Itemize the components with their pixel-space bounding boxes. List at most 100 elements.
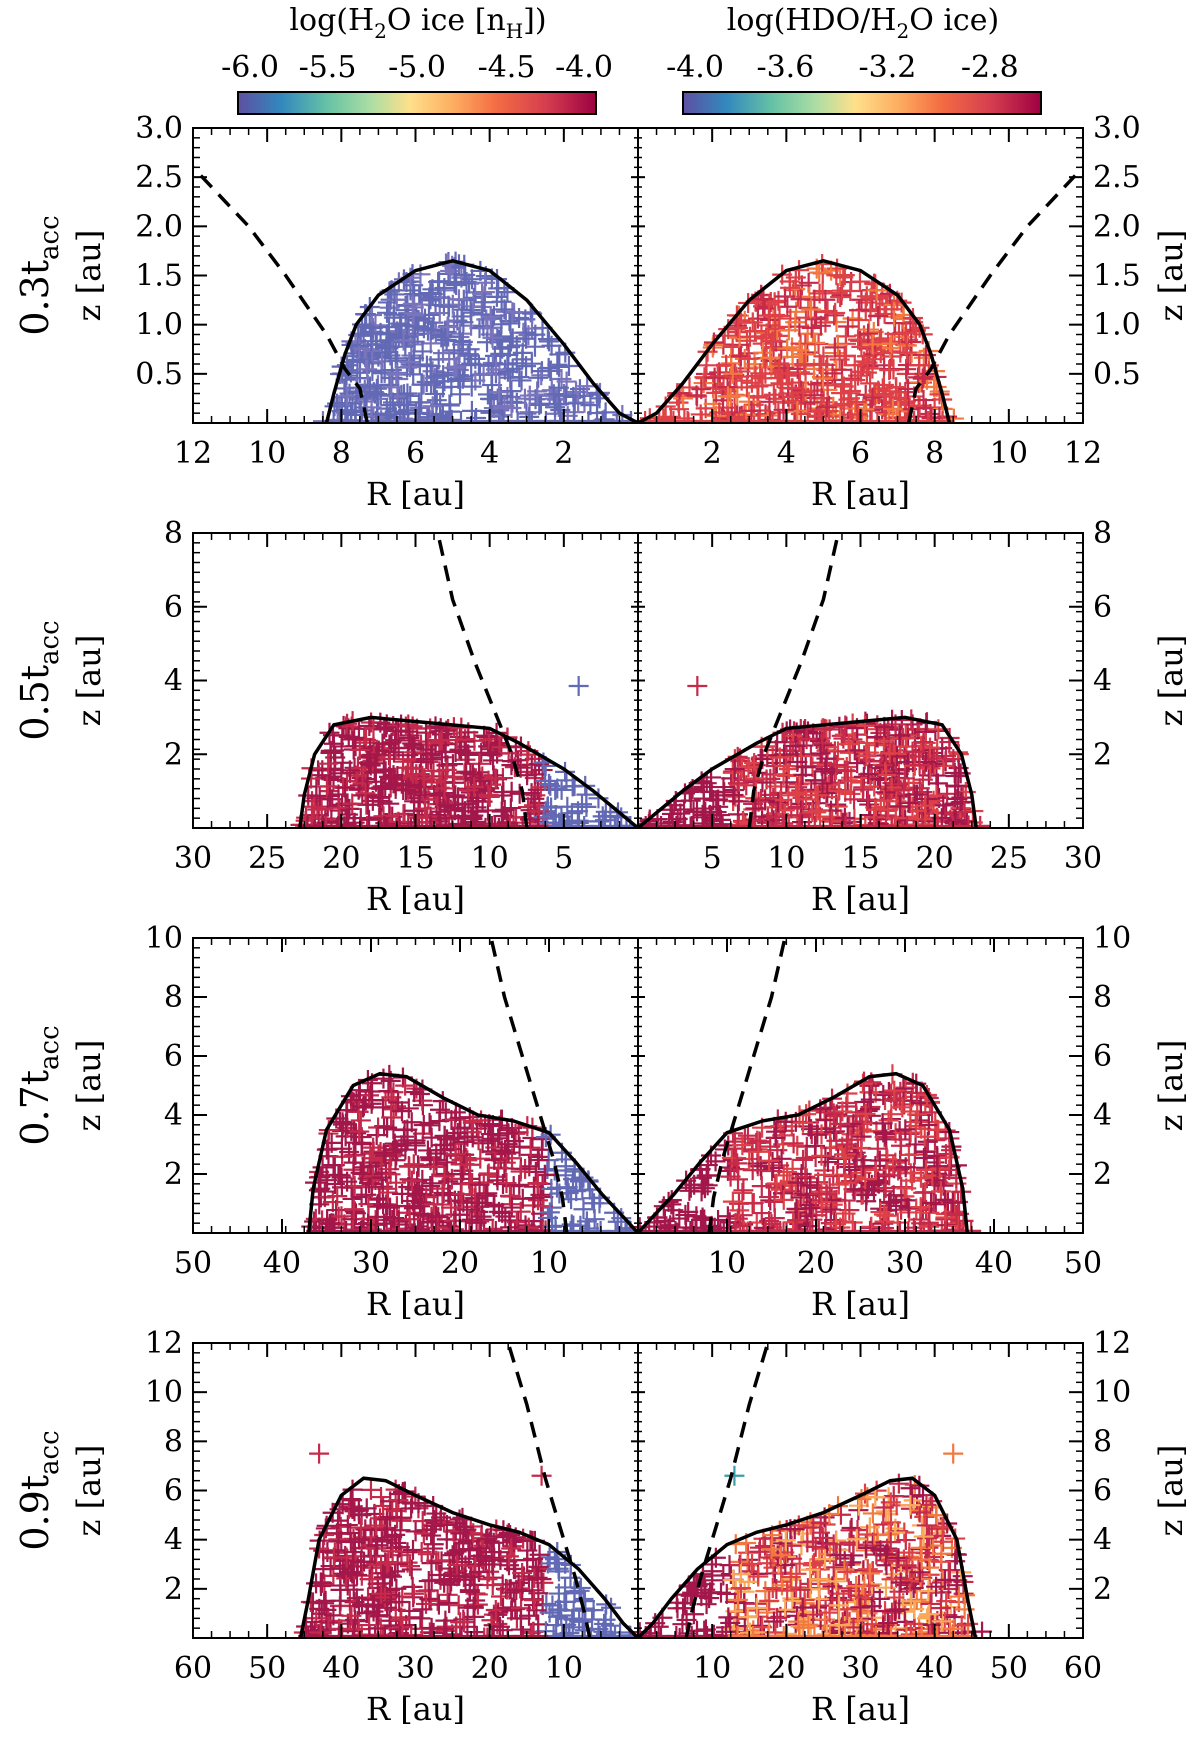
scatter-marker-left [377, 324, 398, 345]
scatter-marker-right [774, 744, 795, 765]
scatter-marker-left [458, 344, 479, 365]
scatter-marker-right [685, 1217, 706, 1233]
scatter-marker-right [827, 283, 848, 304]
scatter-marker-left [595, 402, 616, 423]
scatter-marker-right [846, 1146, 867, 1167]
scatter-marker-left [475, 272, 496, 293]
scatter-marker-right [854, 351, 875, 372]
scatter-marker-right [890, 796, 911, 817]
scatter-marker-right [783, 1133, 804, 1154]
x-tick-label: 20 [797, 1246, 835, 1281]
centrifugal-radius-right [906, 166, 1083, 423]
scatter-marker-left [448, 1565, 469, 1586]
scatter-marker-left [498, 1546, 519, 1567]
scatter-marker-left [511, 370, 532, 391]
scatter-marker-right [826, 1571, 847, 1592]
scatter-marker-left [427, 1590, 448, 1611]
x-tick-label: 5 [703, 841, 722, 876]
snow-line-right [636, 1071, 970, 1233]
scatter-marker-left [373, 1567, 394, 1588]
scatter-marker-right [895, 1119, 916, 1140]
scatter-marker-left [452, 1164, 473, 1185]
scatter-marker-left [391, 1135, 412, 1156]
x-tick-label: 40 [263, 1246, 301, 1281]
scatter-marker-left [449, 1540, 470, 1561]
scatter-marker-left [339, 760, 360, 781]
scatter-marker-right [812, 733, 833, 754]
scatter-marker-left [402, 733, 423, 754]
scatter-marker-left [514, 388, 535, 409]
scatter-marker-right [812, 368, 833, 389]
x-axis-label-left: R [au] [366, 475, 465, 513]
scatter-marker-left [425, 716, 446, 737]
scatter-marker-left [510, 1201, 531, 1222]
scatter-marker-left [357, 359, 378, 380]
scatter-marker-left [538, 357, 559, 378]
scatter-marker-right [931, 1543, 952, 1564]
scatter-marker-left [386, 1578, 407, 1599]
scatter-marker-right [808, 1569, 829, 1590]
scatter-marker-left [398, 757, 419, 778]
scatter-marker-right [910, 1197, 931, 1218]
scatter-marker-left [446, 356, 467, 377]
scatter-marker-right [721, 1147, 742, 1168]
scatter-marker-left [390, 1520, 411, 1541]
scatter-marker-left [421, 1553, 442, 1574]
scatter-marker-left [494, 299, 515, 320]
scatter-marker-left [499, 1185, 520, 1206]
scatter-marker-right [824, 337, 845, 358]
scatter-marker-left [490, 343, 511, 364]
scatter-marker-left [607, 1211, 628, 1232]
scatter-marker-right [745, 798, 766, 819]
scatter-marker-left [423, 1534, 444, 1555]
scatter-marker-left [371, 778, 392, 799]
scatter-marker-right [840, 783, 861, 804]
scatter-marker-left [328, 797, 349, 818]
scatter-marker-right [886, 1550, 907, 1571]
scatter-marker-right [778, 320, 799, 341]
colorbar-h2o-tick-labels: -6.0 -5.5 -5.0 -4.5 -4.0 [221, 50, 613, 85]
scatter-marker-right [942, 1192, 963, 1213]
scatter-marker-right [862, 387, 883, 408]
snow-line-right [636, 715, 978, 828]
scatter-marker-left [314, 1181, 335, 1202]
colorbar-h2o-title: log(H2O ice [nH]) [289, 3, 546, 43]
scatter-marker-right [951, 792, 972, 813]
scatter-marker-left [343, 1199, 364, 1220]
scatter-marker-right [913, 1147, 934, 1168]
scatter-marker-left [376, 1509, 397, 1530]
scatter-marker-left [433, 783, 454, 804]
scatter-marker-left [415, 1593, 436, 1614]
scatter-marker-left [423, 1156, 444, 1177]
y-axis-label-left: z [au] [70, 1040, 108, 1132]
scatter-marker-left [395, 780, 416, 801]
scatter-marker-left [512, 1188, 533, 1209]
scatter-marker-left [384, 1208, 405, 1229]
scatter-marker-right [722, 363, 743, 384]
scatter-marker-left [427, 1217, 448, 1233]
scatter-marker-left [403, 297, 424, 318]
colorbar-h2o-ice: log(H2O ice [nH]) -6.0 -5.5 -5.0 -4.5 -4.0 [221, 3, 613, 115]
scatter-marker-right [753, 1217, 774, 1233]
scatter-marker-right [835, 1203, 856, 1224]
scatter-marker-left [348, 1101, 369, 1122]
scatter-marker-right [801, 299, 822, 320]
scatter-marker-right [775, 1111, 796, 1132]
scatter-marker-left [341, 1605, 362, 1626]
y-tick-label-right: 3.0 [1093, 111, 1141, 146]
scatter-marker-right [870, 1202, 891, 1223]
scatter-marker-left [400, 354, 421, 375]
scatter-marker-right [793, 382, 814, 403]
x-tick-label: 10 [708, 1246, 746, 1281]
scatter-marker-left [434, 1166, 455, 1187]
scatter-marker-left [323, 1605, 344, 1626]
scatter-marker-right [946, 1167, 967, 1188]
scatter-marker-left [523, 1590, 544, 1611]
y-tick-label-left: 3.0 [135, 111, 183, 146]
scatter-marker-left [349, 739, 370, 760]
scatter-marker-right [717, 386, 738, 407]
scatter-marker-left [355, 783, 376, 804]
scatter-marker-left [446, 729, 467, 750]
plot-area [301, 938, 982, 1233]
scatter-marker-right [673, 388, 694, 409]
